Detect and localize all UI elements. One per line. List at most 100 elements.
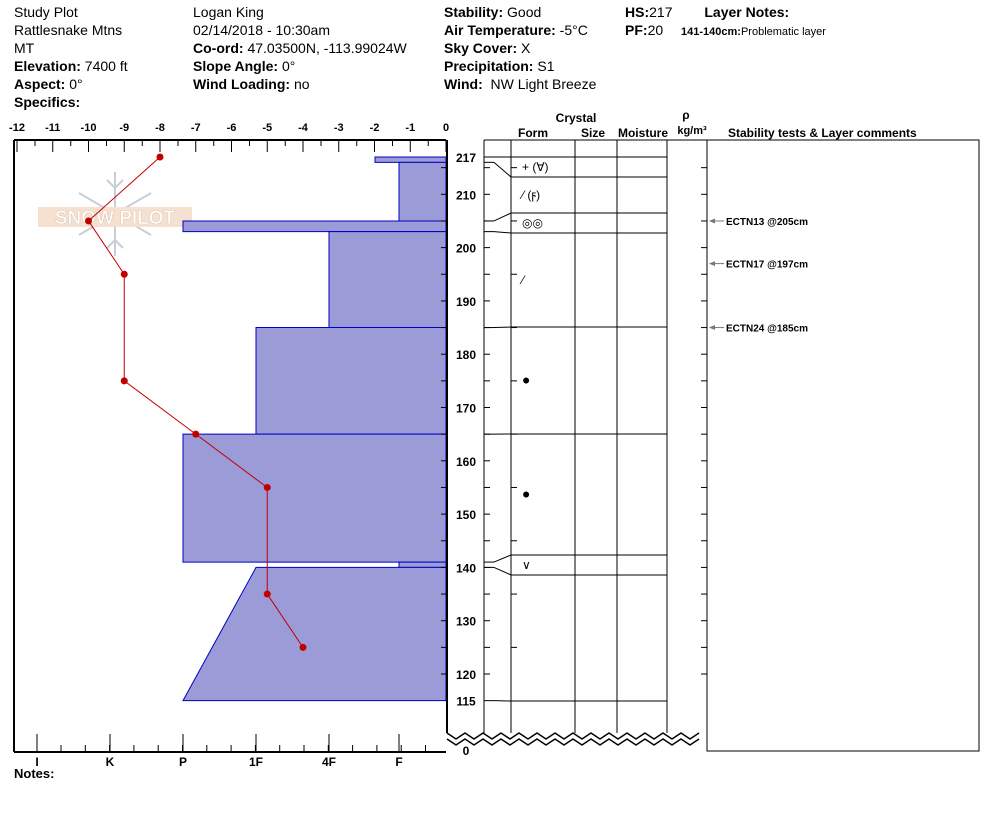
header-col1: Study Plot Rattlesnake Mtns MT Elevation… bbox=[14, 3, 128, 111]
aspect: Aspect: 0° bbox=[14, 76, 83, 92]
hardness-tick-label: 4F bbox=[322, 755, 336, 769]
comments-box bbox=[706, 139, 980, 752]
hardness-tick-label: F bbox=[395, 755, 402, 769]
size-header: Size bbox=[581, 126, 605, 140]
depth-tick-label: 140 bbox=[456, 561, 476, 575]
layer-connector bbox=[493, 231, 512, 234]
density-unit-header: kg/m³ bbox=[677, 125, 707, 137]
layer-connector bbox=[493, 566, 512, 576]
hardness-layer bbox=[328, 231, 447, 329]
comments-header: Stability tests & Layer comments bbox=[728, 126, 917, 140]
moisture-header: Moisture bbox=[618, 126, 668, 140]
grain-form-icon: ⁄ (ϝ) bbox=[519, 188, 540, 202]
hardness-tick-label: P bbox=[179, 755, 187, 769]
grain-form-icon: ◎◎ bbox=[522, 216, 543, 230]
axis-break-icon bbox=[446, 738, 700, 746]
temp-tick-label: -7 bbox=[191, 122, 201, 134]
depth-tick-label: 190 bbox=[456, 295, 476, 309]
elevation: Elevation: 7400 ft bbox=[14, 58, 128, 74]
temperature-point bbox=[85, 217, 92, 225]
wind-loading: Wind Loading: no bbox=[193, 76, 310, 92]
wind: Wind: NW Light Breeze bbox=[444, 76, 597, 92]
slope: Slope Angle: 0° bbox=[193, 58, 296, 74]
depth-tick-label: 120 bbox=[456, 668, 476, 682]
range: Rattlesnake Mtns bbox=[14, 22, 123, 38]
hardness-layer bbox=[255, 327, 447, 435]
temp-tick-label: -5 bbox=[262, 122, 272, 134]
header-col4: HS:217 Layer Notes: PF:20 141-140cm:Prob… bbox=[625, 3, 826, 41]
hardness-layer bbox=[182, 433, 447, 563]
grain-form-icon: + (∀) bbox=[522, 160, 549, 174]
hardness-layer bbox=[182, 220, 447, 233]
temp-tick-label: -1 bbox=[405, 122, 415, 134]
header-col2: Logan King 02/14/2018 - 10:30am Co-ord: … bbox=[193, 3, 407, 93]
temp-tick-label: -12 bbox=[9, 122, 25, 134]
temp-tick-label: -3 bbox=[334, 122, 344, 134]
layer-connector bbox=[493, 161, 512, 178]
test-arrow-icon bbox=[709, 325, 715, 331]
temperature-point bbox=[263, 483, 271, 491]
hardness-tick-label: I bbox=[35, 755, 38, 769]
depth-tick-label: 170 bbox=[456, 402, 476, 416]
depth-tick-label: 180 bbox=[456, 348, 476, 362]
depth-tick-label: 130 bbox=[456, 615, 476, 629]
hardness-layer bbox=[398, 161, 447, 222]
datetime: 02/14/2018 - 10:30am bbox=[193, 22, 330, 38]
layer-note: 141-140cm:Problematic layer bbox=[681, 26, 826, 38]
temp-tick-label: -8 bbox=[155, 122, 165, 134]
stability-test-label: ECTN17 @197cm bbox=[726, 260, 808, 271]
form-header: Form bbox=[518, 126, 548, 140]
sky-cover: Sky Cover: X bbox=[444, 40, 531, 56]
header-col3: Stability: Good Air Temperature: -5°C Sk… bbox=[444, 3, 596, 93]
depth-tick-label: 115 bbox=[456, 695, 476, 709]
layer-connector bbox=[493, 212, 512, 222]
stability: Stability: Good bbox=[444, 4, 542, 20]
temp-tick-label: 0 bbox=[443, 122, 449, 134]
hardness-tick-label: K bbox=[106, 755, 115, 769]
hs: HS:217 Layer Notes: bbox=[625, 4, 790, 20]
test-arrow-icon bbox=[709, 218, 715, 224]
observer: Logan King bbox=[193, 4, 264, 20]
state: MT bbox=[14, 40, 35, 56]
axis-break-icon bbox=[446, 732, 700, 740]
temperature-point bbox=[299, 643, 307, 651]
depth-tick-label: 150 bbox=[456, 508, 476, 522]
temp-tick-label: -4 bbox=[298, 122, 309, 134]
depth-tick-label: 210 bbox=[456, 188, 476, 202]
hardness-tick-label: 1F bbox=[249, 755, 263, 769]
stability-test-label: ECTN13 @205cm bbox=[726, 217, 808, 228]
layer-connector bbox=[493, 554, 512, 563]
grain-form-icon: ● bbox=[522, 486, 530, 502]
temperature-line bbox=[87, 156, 304, 648]
temp-tick-label: -9 bbox=[119, 122, 129, 134]
snowpilot-logo: SNOW PILOT bbox=[38, 172, 192, 256]
test-arrow-icon bbox=[709, 261, 715, 267]
temperature-point bbox=[192, 430, 200, 438]
coord: Co-ord: 47.03500N, -113.99024W bbox=[193, 40, 407, 56]
rho-header: ρ bbox=[682, 108, 689, 122]
air-temp: Air Temperature: -5°C bbox=[444, 22, 588, 38]
grain-form-icon: ⁄ bbox=[519, 273, 526, 287]
svg-text:SNOW PILOT: SNOW PILOT bbox=[55, 208, 176, 229]
temperature-point bbox=[120, 270, 128, 278]
crystal-header: Crystal bbox=[556, 111, 597, 125]
depth-tick-label: 200 bbox=[456, 242, 476, 256]
precipitation: Precipitation: S1 bbox=[444, 58, 555, 74]
site: Study Plot bbox=[14, 4, 78, 20]
temperature-point bbox=[156, 153, 164, 161]
grain-form-icon: ● bbox=[522, 372, 530, 388]
temp-tick-label: -6 bbox=[227, 122, 237, 134]
depth-tick-label: 160 bbox=[456, 455, 476, 469]
temperature-point bbox=[263, 590, 271, 598]
stability-test-label: ECTN24 @185cm bbox=[726, 324, 808, 335]
grain-form-icon: ∨ bbox=[522, 558, 531, 572]
temp-tick-label: -11 bbox=[45, 122, 60, 134]
temperature-point bbox=[120, 377, 128, 385]
pf: PF:20 141-140cm:Problematic layer bbox=[625, 22, 826, 38]
specifics: Specifics: bbox=[14, 94, 81, 110]
layer-connector bbox=[493, 326, 512, 329]
notes-label: Notes: bbox=[14, 766, 54, 781]
hardness-layer bbox=[182, 566, 447, 702]
